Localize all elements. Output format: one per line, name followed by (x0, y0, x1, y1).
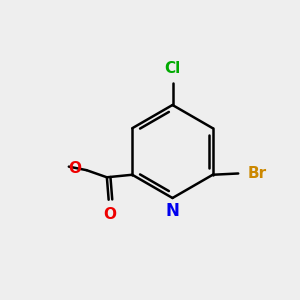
Text: Br: Br (248, 166, 267, 181)
Text: N: N (166, 202, 179, 220)
Text: Cl: Cl (164, 61, 181, 76)
Text: O: O (68, 161, 81, 176)
Text: O: O (104, 207, 117, 222)
